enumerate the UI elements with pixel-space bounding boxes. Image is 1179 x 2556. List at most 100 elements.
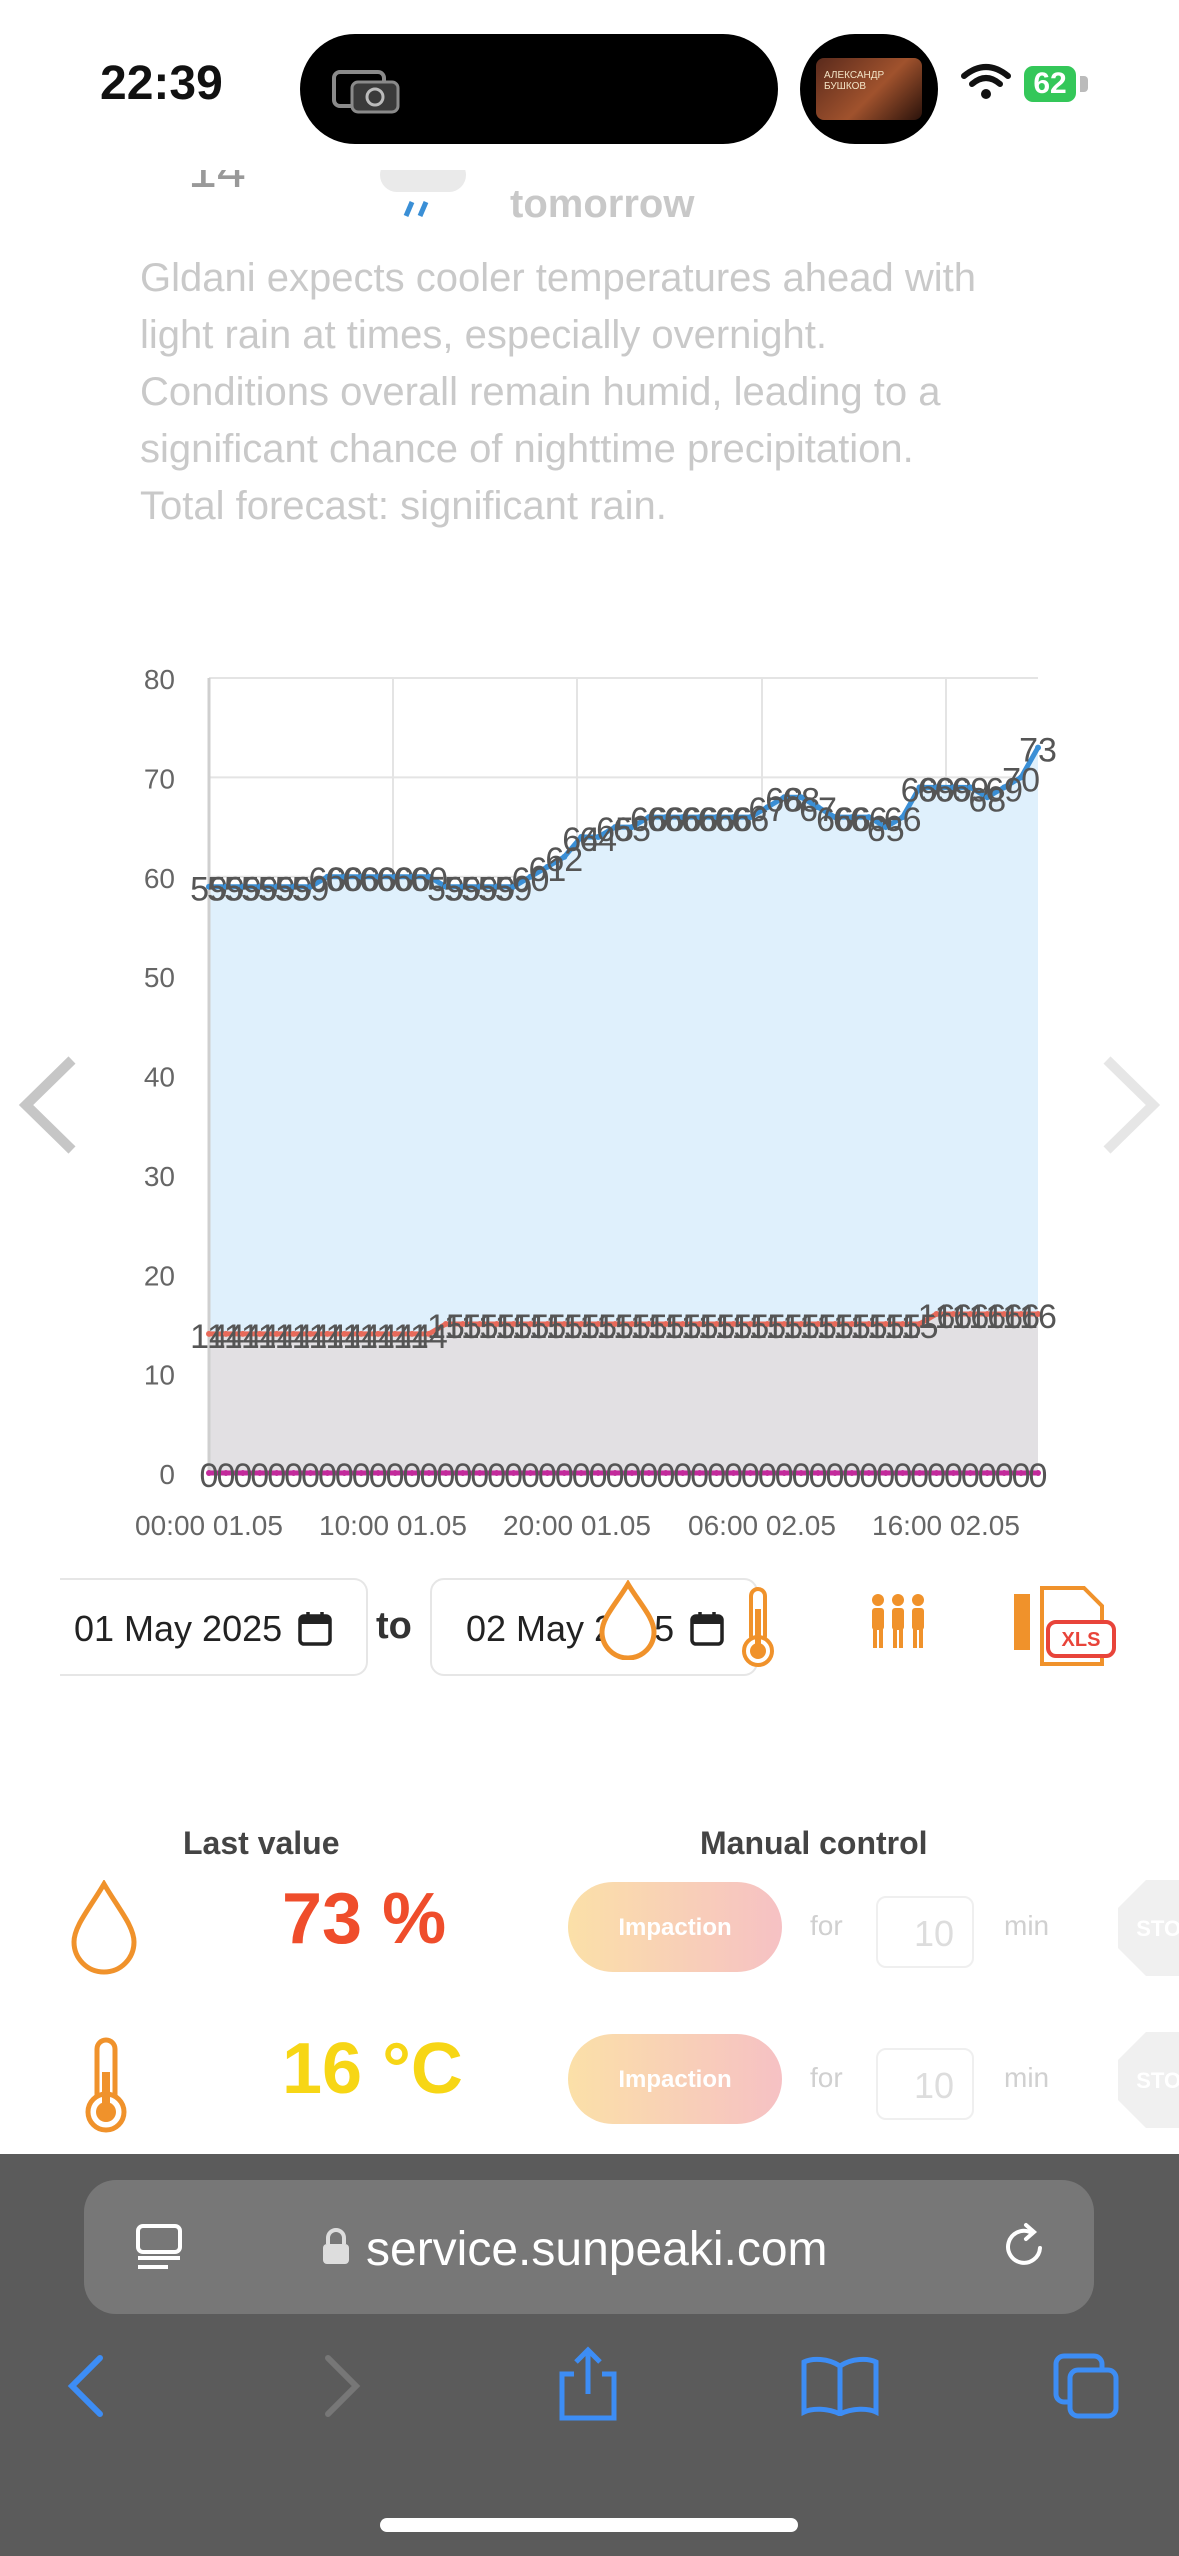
chart-point bbox=[713, 1470, 720, 1476]
chart-data-label: 16 bbox=[951, 1298, 989, 1336]
chart-point bbox=[493, 1470, 500, 1476]
chart-area-series-0 bbox=[209, 747, 1038, 1473]
chart-data-label: 59 bbox=[495, 871, 533, 909]
chart-point bbox=[933, 1311, 940, 1317]
chart-point bbox=[578, 1470, 585, 1476]
address-bar[interactable]: service.sunpeaki.com bbox=[84, 2180, 1094, 2314]
people-group-icon[interactable] bbox=[868, 1592, 928, 1652]
chart-data-label: 66 bbox=[681, 801, 719, 839]
chart-data-label: 59 bbox=[258, 871, 296, 909]
chart-point bbox=[984, 1311, 991, 1317]
chart-point bbox=[239, 883, 246, 890]
humidity-impaction-button[interactable]: Impaction bbox=[568, 1882, 782, 1972]
chart-point bbox=[256, 1330, 263, 1337]
chart-data-label: 0 bbox=[893, 1457, 912, 1495]
chart-point bbox=[222, 883, 229, 890]
chart-x-tick-label: 16:00 02.05 bbox=[872, 1510, 1020, 1540]
share-icon[interactable] bbox=[556, 2346, 620, 2422]
chart-data-label: 0 bbox=[995, 1457, 1014, 1495]
chart-data-label: 14 bbox=[241, 1318, 279, 1356]
chart-prev-arrow-icon[interactable] bbox=[14, 1050, 84, 1160]
now-playing-island[interactable]: АЛЕКСАНДР БУШКОВ bbox=[800, 34, 938, 144]
chart-data-label: 0 bbox=[944, 1457, 963, 1495]
chart-point bbox=[882, 824, 889, 831]
calendar-icon[interactable] bbox=[298, 1610, 332, 1646]
reload-icon[interactable] bbox=[1000, 2222, 1050, 2272]
chart-data-label: 15 bbox=[596, 1308, 634, 1346]
chart-data-label: 0 bbox=[318, 1457, 337, 1495]
chart-data-label: 0 bbox=[978, 1457, 997, 1495]
bookmarks-icon[interactable] bbox=[800, 2356, 880, 2416]
chart-data-label: 59 bbox=[427, 871, 465, 909]
chart-data-label: 15 bbox=[647, 1308, 685, 1346]
chart-point bbox=[747, 814, 754, 821]
humidity-drop-icon[interactable] bbox=[596, 1580, 660, 1660]
chart-data-label: 15 bbox=[748, 1308, 786, 1346]
date-to-input[interactable]: 02 May 2025 bbox=[430, 1578, 758, 1676]
sensor-history-chart[interactable]: 0 10 20 30 40 50 60 70 80 00:00 01.05 10:00 01.05 2… bbox=[0, 640, 1179, 1540]
chart-data-label: 16 bbox=[918, 1298, 956, 1336]
chart-data-label: 15 bbox=[698, 1308, 736, 1346]
chart-data-label: 0 bbox=[589, 1457, 608, 1495]
temperature-impaction-button[interactable]: Impaction bbox=[568, 2034, 782, 2124]
chart-point bbox=[1035, 1470, 1041, 1476]
status-bar: 22:39 АЛЕКСАНДР БУШКОВ 62 bbox=[0, 0, 1179, 170]
chart-point bbox=[865, 1470, 872, 1476]
chart-data-label: 69 bbox=[951, 771, 989, 809]
chart-point bbox=[730, 1320, 737, 1327]
xls-export-icon[interactable]: XLS bbox=[1012, 1584, 1116, 1670]
chart-point bbox=[645, 1320, 652, 1327]
chart-point bbox=[273, 1330, 280, 1337]
thermometer-icon bbox=[85, 2037, 127, 2133]
back-arrow-icon[interactable] bbox=[64, 2354, 108, 2418]
chart-data-label: 0 bbox=[775, 1457, 794, 1495]
chart-data-label: 14 bbox=[275, 1318, 313, 1356]
url-text: service.sunpeaki.com bbox=[366, 2223, 828, 2276]
date-from-input[interactable]: 01 May 2025 bbox=[60, 1578, 368, 1676]
forward-arrow-icon[interactable] bbox=[320, 2354, 364, 2418]
chart-point bbox=[510, 883, 517, 890]
forecast-description: Gldani expects cooler temperatures ahead… bbox=[140, 256, 977, 528]
humidity-duration-input[interactable]: 10 bbox=[876, 1896, 974, 1968]
humidity-drop-icon bbox=[71, 1880, 137, 1975]
chart-data-label: 0 bbox=[673, 1457, 692, 1495]
chart-data-label: 65 bbox=[867, 811, 905, 849]
chart-data-label: 64 bbox=[562, 821, 600, 859]
chart-point bbox=[341, 873, 348, 880]
chart-point bbox=[595, 1320, 602, 1327]
chart-point bbox=[375, 1330, 382, 1337]
chart-x-tick-label: 10:00 01.05 bbox=[319, 1510, 467, 1540]
chart-point bbox=[392, 873, 399, 880]
temperature-duration-input[interactable]: 10 bbox=[876, 2048, 974, 2120]
chart-point bbox=[307, 1330, 314, 1337]
chart-point bbox=[713, 1320, 720, 1327]
chart-point bbox=[882, 1320, 889, 1327]
chart-data-label: 14 bbox=[190, 1318, 228, 1356]
chart-point bbox=[645, 814, 652, 821]
humidity-stop-button[interactable]: STOP bbox=[1118, 1880, 1179, 1976]
calendar-icon[interactable] bbox=[690, 1610, 724, 1646]
manual-control-header: Manual control bbox=[700, 1825, 928, 1861]
reader-mode-icon[interactable] bbox=[134, 2222, 184, 2272]
battery-tip bbox=[1080, 76, 1088, 92]
temperature-stop-button[interactable]: STOP bbox=[1118, 2032, 1179, 2128]
chart-data-label: 14 bbox=[393, 1318, 431, 1356]
chart-point bbox=[256, 1470, 263, 1476]
chart-next-arrow-icon[interactable] bbox=[1095, 1050, 1165, 1160]
chart-data-label: 14 bbox=[292, 1318, 330, 1356]
chart-data-label: 15 bbox=[850, 1308, 888, 1346]
chart-data-label: 73 bbox=[1019, 732, 1057, 770]
chart-point bbox=[578, 1320, 585, 1327]
chart-data-label: 66 bbox=[664, 801, 702, 839]
chart-point bbox=[409, 1330, 416, 1337]
chart-data-label: 14 bbox=[359, 1318, 397, 1356]
chart-data-label: 68 bbox=[765, 781, 803, 819]
chart-data-label: 0 bbox=[386, 1457, 405, 1495]
chart-point bbox=[967, 784, 974, 791]
chart-data-label: 60 bbox=[376, 861, 414, 899]
chart-data-label: 0 bbox=[572, 1457, 591, 1495]
tabs-icon[interactable] bbox=[1052, 2352, 1122, 2420]
thermometer-icon[interactable] bbox=[740, 1585, 776, 1669]
chart-data-label: 0 bbox=[606, 1457, 625, 1495]
chart-data-label: 16 bbox=[1019, 1298, 1057, 1336]
